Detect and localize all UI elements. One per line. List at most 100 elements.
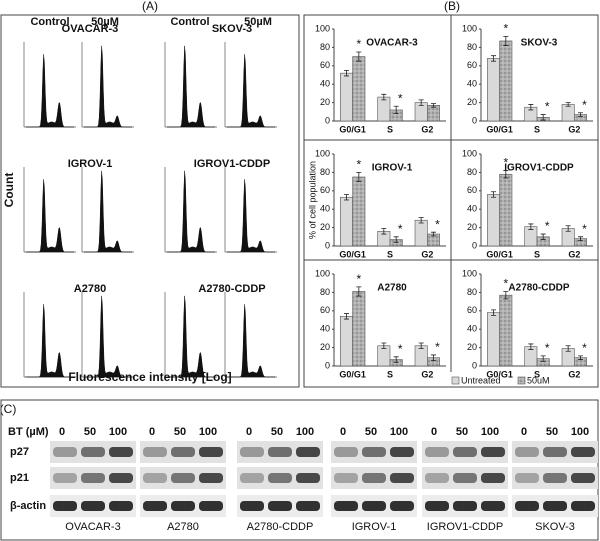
x-tick-label: G0/G1 [486,249,513,259]
row-label: BT (µM) [8,426,49,438]
blot-band [53,501,77,511]
blot-band [571,447,595,457]
cell-line-label: OVACAR-3 [65,521,120,533]
histogram [227,54,275,128]
y-tick-label: 40 [320,324,330,334]
bar [352,291,366,367]
bar [352,176,366,247]
x-tick-label: S [387,249,393,259]
blot-band [268,501,292,511]
bar [487,312,500,367]
dose-label: 100 [199,426,217,438]
blot-band [296,501,320,511]
axis-label: % of cell population [307,161,317,239]
error-bar [528,104,534,111]
significance-mark: * [356,272,361,286]
dose-label: 100 [296,426,314,438]
blot-band [81,473,105,483]
chart-title: IGROV-1 [372,163,413,174]
y-tick-label: 40 [467,79,477,89]
bar [414,219,428,247]
bar [499,40,513,122]
error-bar [430,103,436,108]
histogram [84,295,132,378]
column-header: 50µM [91,16,119,28]
bar [427,105,440,122]
dose-label: 100 [109,426,127,438]
blot-band [453,473,477,483]
blot-band [171,501,195,511]
error-bar [381,228,387,235]
blot-band [296,473,320,483]
x-tick-label: G0/G1 [339,249,366,259]
x-tick-label: G2 [421,124,433,134]
y-tick-label: 60 [467,185,477,195]
blot-band [515,447,539,457]
blot-band [109,473,133,483]
blot-band [543,473,567,483]
blot-band [481,473,505,483]
error-bar [540,355,546,362]
blot-band [143,447,167,457]
bar [340,196,353,247]
y-tick-label: 0 [325,115,330,125]
y-tick-label: 0 [472,360,477,370]
blot-band [109,501,133,511]
significance-mark: * [398,222,403,236]
x-tick-label: S [387,369,393,379]
dose-label: 50 [174,426,186,438]
chart-title: IGROV1-CDDP [504,163,574,174]
dose-label: 50 [365,426,377,438]
blot-band [571,473,595,483]
error-bar [528,343,534,350]
y-tick-label: 100 [315,148,330,158]
histogram [26,54,74,128]
x-tick-label: G2 [421,249,433,259]
error-bar [418,342,424,349]
y-tick-label: 80 [467,287,477,297]
histogram [26,304,74,378]
dose-label: 50 [271,426,283,438]
dose-label: 0 [59,426,65,438]
row-label: β-actin [10,500,46,512]
chart-title: OVACAR-3 [366,38,418,49]
dose-label: 100 [390,426,408,438]
legend-label: 50uM [527,375,550,385]
error-bar [565,345,571,352]
blot-band [53,473,77,483]
error-bar [344,70,350,77]
error-bar [344,194,350,201]
dose-label: 50 [84,426,96,438]
y-tick-label: 20 [467,97,477,107]
significance-mark: * [503,156,508,170]
error-bar [418,217,424,224]
y-tick-label: 40 [467,204,477,214]
blot-band [362,501,386,511]
error-bar [418,99,424,106]
x-tick-label: S [534,369,540,379]
cell-line-label: A2780-CDDP [247,521,314,533]
significance-mark: * [356,37,361,51]
blot-band [481,447,505,457]
bar [487,58,500,122]
x-tick-label: G0/G1 [339,124,366,134]
y-tick-label: 20 [320,97,330,107]
y-tick-label: 0 [472,240,477,250]
error-bar [381,342,387,349]
y-tick-label: 0 [325,240,330,250]
x-tick-label: G2 [568,124,580,134]
error-bar [528,223,534,230]
blot-band [481,501,505,511]
blot-band [109,447,133,457]
panel-label: (A) [142,0,158,13]
significance-mark: * [545,219,550,233]
blot-band [240,447,264,457]
histogram [84,45,132,128]
blot-band [334,447,358,457]
blot-band [362,473,386,483]
significance-mark: * [545,100,550,114]
blot-band [240,501,264,511]
column-header: Control [30,16,69,28]
panel-label: (C) [0,402,16,416]
